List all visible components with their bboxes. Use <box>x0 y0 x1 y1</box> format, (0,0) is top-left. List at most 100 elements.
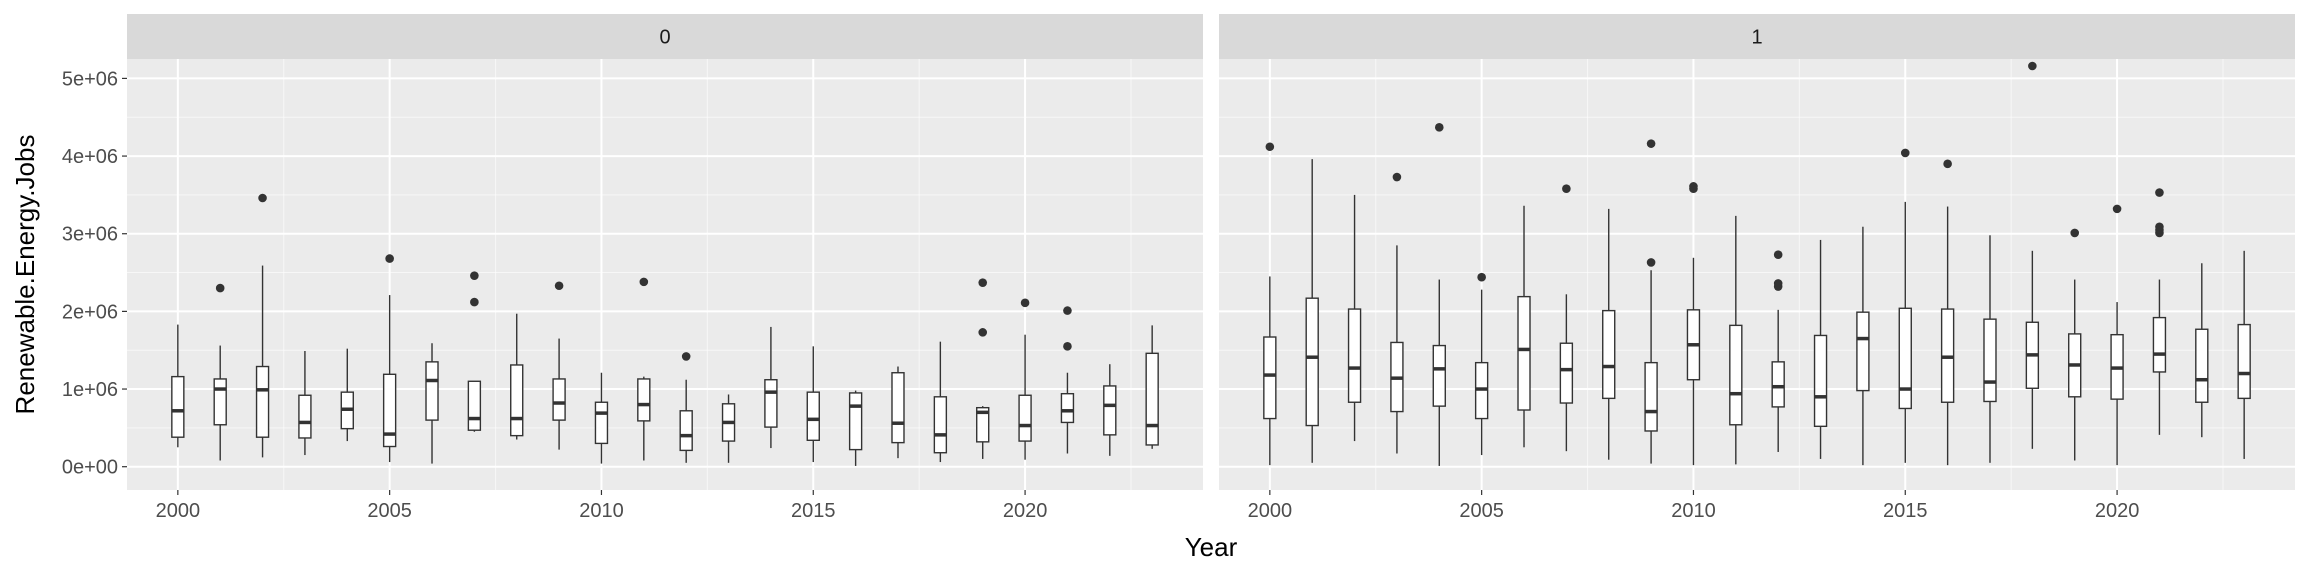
boxplot-year-2007 <box>467 271 482 432</box>
box <box>2152 316 2167 373</box>
outlier-point <box>1646 139 1656 148</box>
boxplot-year-2004 <box>1432 123 1446 466</box>
y-tick-label: 4e+06 <box>62 146 118 168</box>
box <box>298 394 312 439</box>
box <box>976 406 990 443</box>
outlier-point <box>2028 61 2037 71</box>
box <box>637 378 651 422</box>
facet-panel-0: 0 2000 2005 2010 2015 2020 <box>127 14 1203 522</box>
box <box>1898 307 1912 410</box>
box <box>1145 352 1159 446</box>
box <box>1305 297 1319 427</box>
outlier-point <box>978 278 988 287</box>
y-tick-label: 0e+00 <box>62 457 118 479</box>
box <box>1771 361 1785 408</box>
boxplot-year-2018 <box>933 341 948 463</box>
boxplot-year-2023 <box>2237 250 2251 459</box>
box <box>1602 309 1616 400</box>
boxplot-year-2000 <box>1263 142 1277 466</box>
x-tick-label: 2010 <box>579 500 624 522</box>
boxplot-year-2009 <box>1644 139 1658 464</box>
box <box>1983 318 1997 403</box>
boxplot-year-2017 <box>891 366 905 459</box>
boxplot-year-2016 <box>848 390 863 466</box>
boxplot-year-2003 <box>1390 172 1404 454</box>
outlier-point <box>470 271 479 280</box>
box <box>467 380 482 431</box>
facet-strip <box>1219 14 2295 59</box>
box <box>1644 361 1658 432</box>
outlier-point <box>1265 142 1275 152</box>
x-tick-label: 2010 <box>1671 500 1716 522</box>
box <box>1559 342 1574 404</box>
facet-panel-1: 1 2000 2005 2010 2015 2020 <box>1219 14 2295 522</box>
facet-strip-label: 0 <box>659 27 670 49</box>
box <box>552 378 566 421</box>
box <box>2237 323 2251 400</box>
boxplot-year-2017 <box>1983 235 1997 463</box>
x-tick-label: 2005 <box>1459 500 1504 522</box>
boxplot-year-2008 <box>510 313 524 440</box>
box <box>1347 308 1362 403</box>
box <box>2195 328 2209 403</box>
x-tick-label: 2020 <box>2095 500 2140 522</box>
outlier-point <box>1646 258 1656 267</box>
outlier-point <box>2155 188 2164 197</box>
x-tick-label: 2015 <box>1883 500 1928 522</box>
outlier-point <box>1392 172 1402 182</box>
x-axis-title: Year <box>1185 532 1238 562</box>
boxplot-year-2021 <box>1060 306 1075 454</box>
boxplot-year-2001 <box>1305 159 1319 463</box>
box <box>1517 295 1531 411</box>
outlier-point <box>1562 184 1571 193</box>
box <box>764 379 778 428</box>
outlier-point <box>978 328 988 337</box>
box <box>171 375 185 438</box>
boxplot-year-2004 <box>340 348 354 442</box>
outlier-point <box>470 297 479 307</box>
box <box>1018 394 1032 442</box>
boxplot-year-2014 <box>764 326 778 449</box>
boxplot-year-2015 <box>1898 148 1912 463</box>
box <box>213 378 227 426</box>
x-tick-label: 2015 <box>791 500 836 522</box>
boxplot-year-2016 <box>1940 159 1955 466</box>
boxplot-year-2008 <box>1602 208 1616 460</box>
boxplot-year-2013 <box>721 394 736 463</box>
outlier-point <box>1773 279 1783 288</box>
boxplot-year-2005 <box>1474 272 1489 456</box>
outlier-point <box>1434 123 1444 132</box>
box <box>1263 336 1277 420</box>
outlier-point <box>1943 159 1952 169</box>
outlier-point <box>1020 298 1030 308</box>
x-tick-label: 2005 <box>367 500 412 522</box>
box <box>679 410 693 452</box>
outlier-point <box>681 352 691 361</box>
y-tick-label: 3e+06 <box>62 224 118 246</box>
box <box>425 361 439 421</box>
box <box>1856 311 1870 392</box>
y-tick-label: 5e+06 <box>62 68 118 90</box>
box <box>848 392 863 451</box>
outlier-point <box>1063 306 1072 315</box>
boxplot-year-2022 <box>2195 263 2209 438</box>
boxplot-year-2003 <box>298 350 312 456</box>
outlier-point <box>1773 250 1783 259</box>
outlier-point <box>639 277 649 287</box>
boxplot-year-2002 <box>1347 194 1362 442</box>
outlier-point <box>2112 204 2122 214</box>
box <box>891 372 905 444</box>
outlier-point <box>1689 182 1698 191</box>
box <box>510 364 524 437</box>
boxplot-year-2014 <box>1856 226 1870 466</box>
boxplot-year-2020 <box>2110 204 2124 466</box>
boxplot-year-2010 <box>1686 182 1701 466</box>
boxplot-year-2015 <box>806 346 820 463</box>
boxplot-year-2006 <box>425 343 439 464</box>
panel-background <box>127 59 1203 490</box>
boxplot-year-2000 <box>171 324 185 448</box>
boxplot-year-2012 <box>679 352 693 463</box>
outlier-point <box>2155 222 2164 232</box>
boxplot-year-2011 <box>1729 215 1743 465</box>
